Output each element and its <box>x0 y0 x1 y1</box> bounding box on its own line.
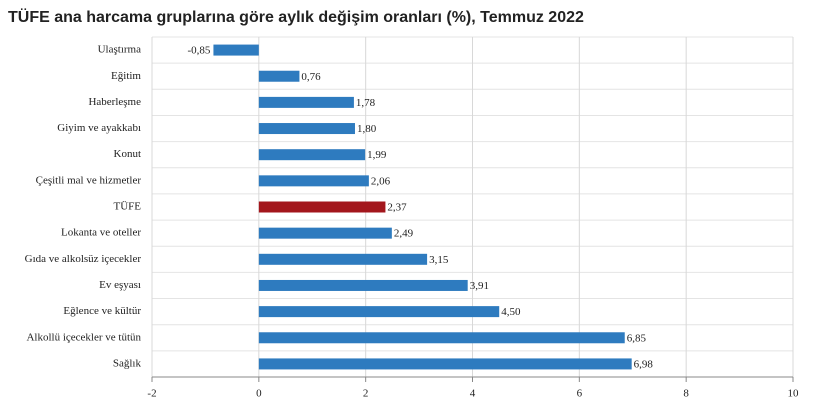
bar <box>258 201 386 213</box>
chart-title: TÜFE ana harcama gruplarına göre aylık d… <box>8 7 584 26</box>
bar <box>213 44 259 56</box>
value-label: 1,80 <box>357 123 377 135</box>
bar <box>258 358 632 370</box>
bar <box>258 332 625 344</box>
bar <box>258 149 366 161</box>
y-tick-label: Eğlence ve kültür <box>63 305 141 317</box>
bar <box>258 175 369 187</box>
value-label: 1,78 <box>356 97 376 109</box>
value-label: 2,49 <box>394 228 414 240</box>
x-tick-label: 6 <box>577 388 583 400</box>
y-tick-label: Ulaştırma <box>98 44 141 56</box>
y-tick-label: Eğitim <box>111 70 141 82</box>
bar <box>258 70 300 82</box>
y-tick-label: Alkollü içecekler ve tütün <box>26 331 141 343</box>
x-tick-label: 10 <box>788 388 800 400</box>
value-label: 2,37 <box>387 202 407 214</box>
y-tick-label: TÜFE <box>114 201 142 213</box>
x-tick-label: 8 <box>683 388 689 400</box>
value-label: -0,85 <box>188 45 211 57</box>
bar <box>258 253 428 265</box>
x-tick-label: 0 <box>256 388 262 400</box>
y-tick-label: Haberleşme <box>88 96 141 108</box>
value-label: 6,85 <box>627 332 647 344</box>
value-label: 3,15 <box>429 254 449 266</box>
y-tick-label: Ev eşyası <box>99 279 141 291</box>
value-label: 1,99 <box>367 149 387 161</box>
bar <box>258 306 500 318</box>
bar <box>258 123 355 135</box>
bar <box>258 227 392 239</box>
x-tick-label: 2 <box>363 388 369 400</box>
value-label: 0,76 <box>301 71 321 83</box>
y-tick-label: Lokanta ve oteller <box>61 227 141 239</box>
y-tick-label: Sağlık <box>113 357 142 369</box>
x-tick-label: 4 <box>470 388 476 400</box>
y-tick-label: Gıda ve alkolsüz içecekler <box>25 253 142 265</box>
value-label: 2,06 <box>371 175 391 187</box>
value-label: 3,91 <box>470 280 489 292</box>
value-label: 6,98 <box>634 358 654 370</box>
y-tick-label: Çeşitli mal ve hizmetler <box>36 174 142 186</box>
x-tick-label: -2 <box>147 388 156 400</box>
value-label: 4,50 <box>501 306 521 318</box>
bar <box>258 96 354 108</box>
bar <box>258 279 468 291</box>
y-tick-label: Giyim ve ayakkabı <box>57 122 141 134</box>
y-tick-label: Konut <box>114 148 142 160</box>
